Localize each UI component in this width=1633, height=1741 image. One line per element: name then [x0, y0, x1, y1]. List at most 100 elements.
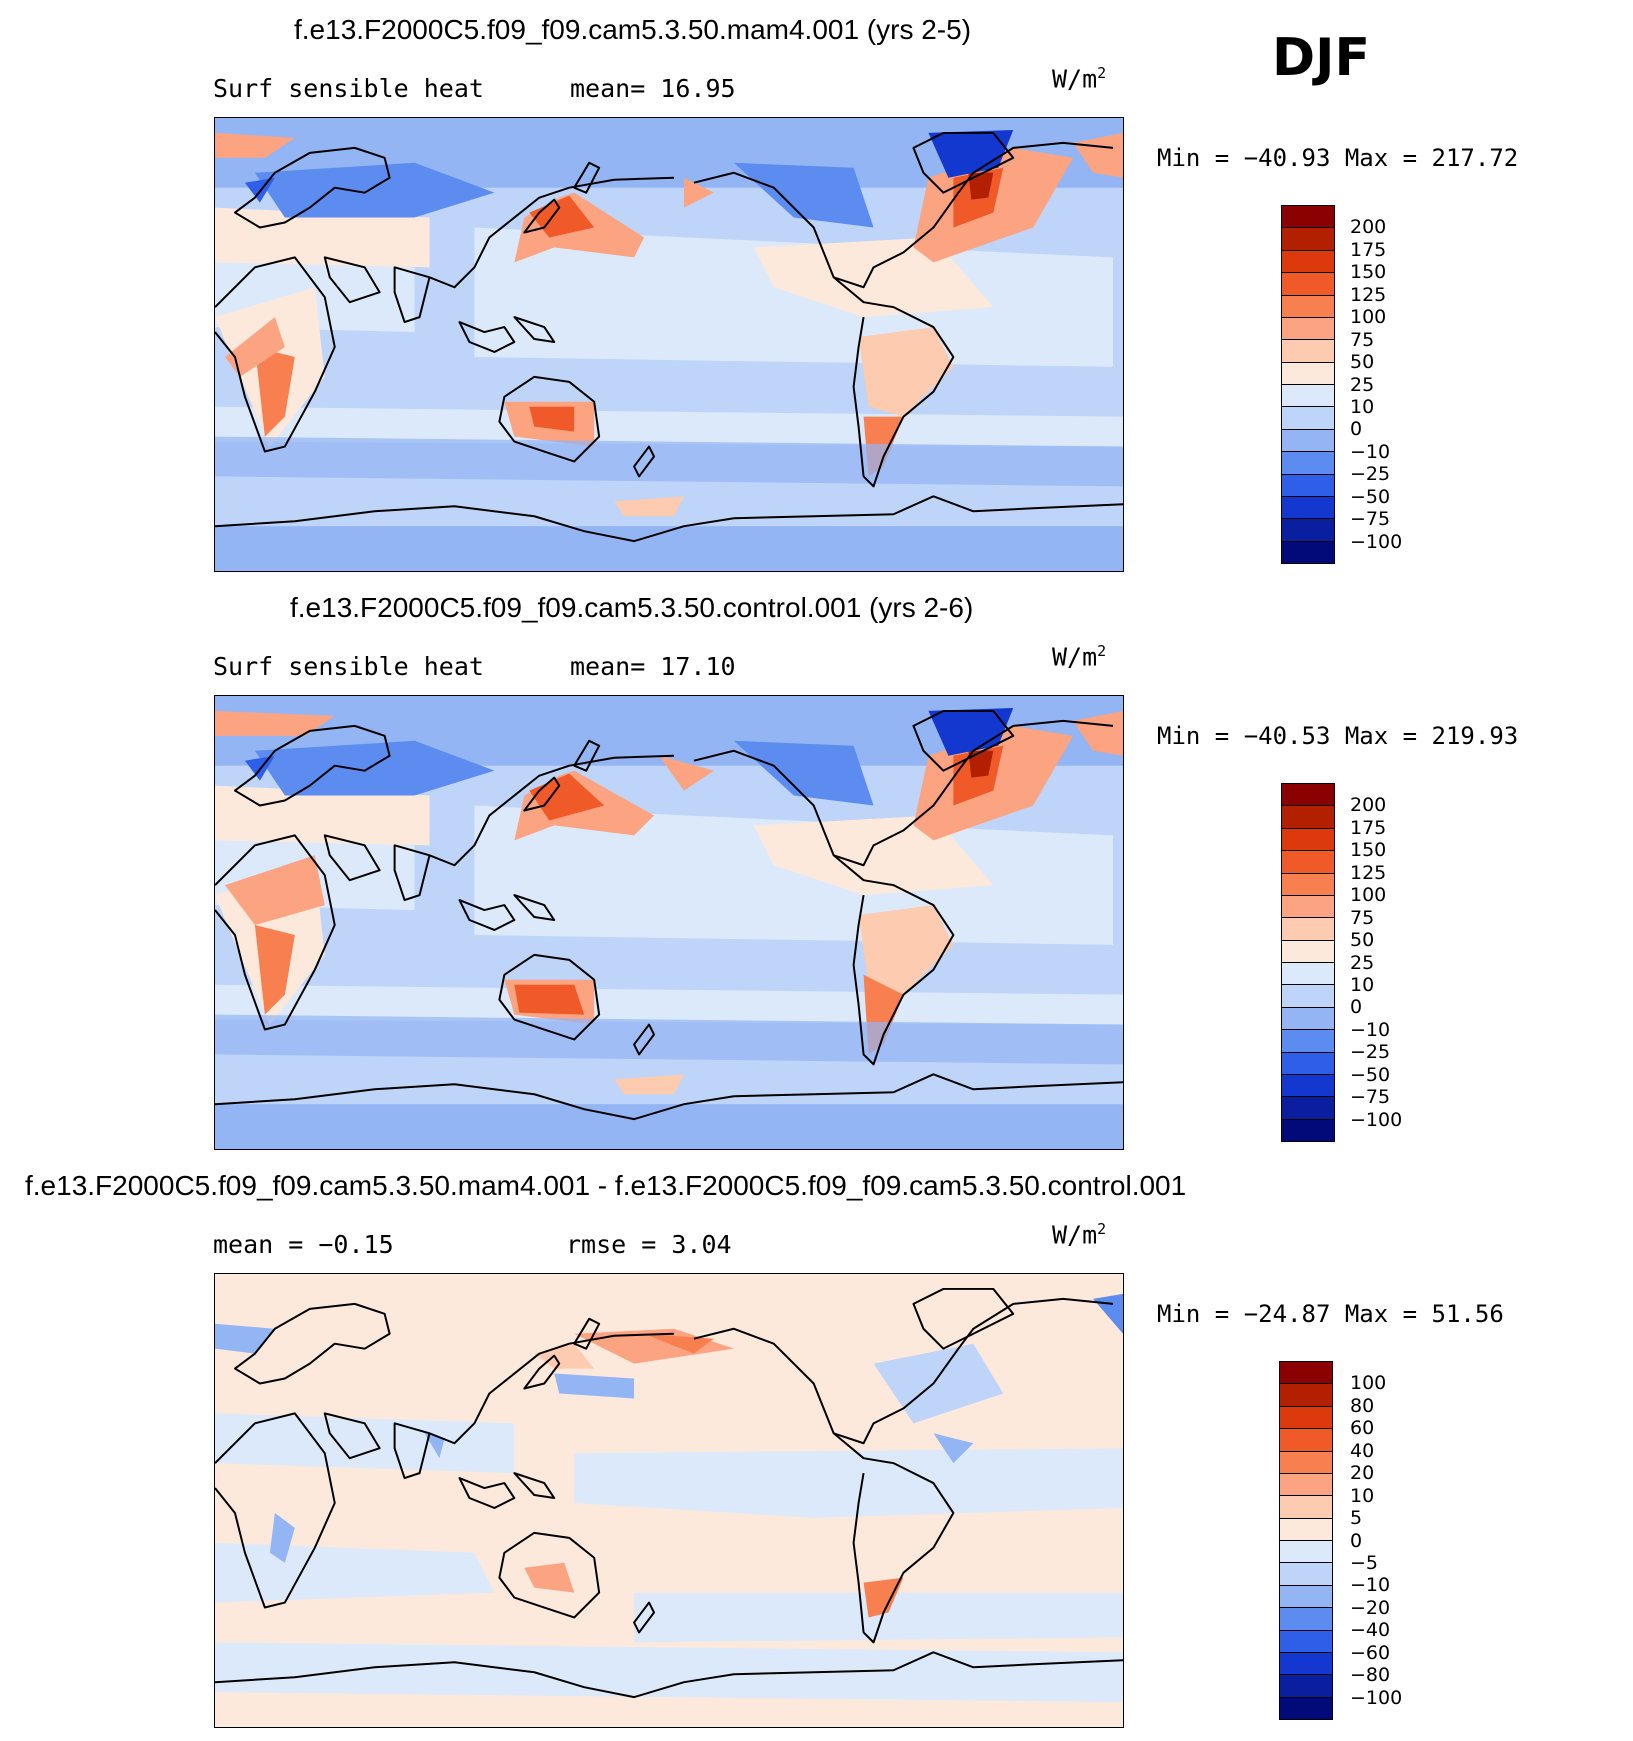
- colorbar-tick-label: −75: [1350, 1086, 1391, 1109]
- colorbar-box: [1280, 1675, 1332, 1698]
- colorbar-box: [1282, 1119, 1334, 1141]
- colorbar-tick-label: −20: [1350, 1596, 1391, 1619]
- colorbar-box: [1282, 1074, 1334, 1098]
- colorbar-box: [1282, 452, 1334, 475]
- colorbar-box: [1280, 1451, 1332, 1474]
- panel3-min-max: Min = −24.87 Max = 51.56: [1157, 1300, 1504, 1328]
- colorbar-tick-label: −25: [1350, 463, 1391, 486]
- colorbar-box: [1280, 1630, 1332, 1653]
- colorbar-tick-label: 10: [1350, 395, 1375, 418]
- colorbar-box: [1282, 851, 1334, 874]
- colorbar-tick-label: −40: [1350, 1619, 1391, 1642]
- colorbar-tick-label: −5: [1350, 1551, 1379, 1574]
- colorbar-box: [1282, 828, 1334, 852]
- colorbar-tick-label: 10: [1350, 973, 1375, 996]
- panel2-colorbar-labels: 200 175 150 125 100 75 50 25 10 0 −10 −25 −50 −75 −100: [1350, 783, 1430, 1142]
- colorbar-box: [1282, 918, 1334, 941]
- colorbar-tick-label: −100: [1350, 1108, 1403, 1131]
- colorbar-tick-label: 100: [1350, 884, 1387, 907]
- colorbar-box: [1282, 250, 1334, 274]
- colorbar-tick-label: 125: [1350, 283, 1387, 306]
- colorbar-tick-label: 20: [1350, 1462, 1375, 1485]
- colorbar-tick-label: 175: [1350, 816, 1387, 839]
- panel1-map: [214, 117, 1124, 572]
- colorbar-box: [1280, 1697, 1332, 1719]
- colorbar-box: [1282, 519, 1334, 542]
- colorbar-tick-label: −50: [1350, 485, 1391, 508]
- colorbar-box: [1282, 541, 1334, 563]
- colorbar-tick-label: 200: [1350, 216, 1387, 239]
- colorbar-box: [1280, 1608, 1332, 1631]
- panel1-colorbar-labels: 200 175 150 125 100 75 50 25 10 0 −10 −25 −50 −75 −100: [1350, 205, 1430, 564]
- panel2-units: W/m2: [1052, 642, 1107, 672]
- colorbar-tick-label: −100: [1350, 530, 1403, 553]
- colorbar-box: [1282, 895, 1334, 919]
- colorbar-box: [1282, 496, 1334, 520]
- colorbar-tick-label: 50: [1350, 351, 1375, 374]
- colorbar-box: [1282, 784, 1334, 807]
- colorbar-tick-label: 25: [1350, 373, 1375, 396]
- colorbar-box: [1282, 474, 1334, 497]
- colorbar-tick-label: −10: [1350, 1018, 1391, 1041]
- colorbar-box: [1282, 228, 1334, 251]
- colorbar-box: [1282, 873, 1334, 896]
- colorbar-box: [1280, 1362, 1332, 1385]
- colorbar-box: [1282, 340, 1334, 363]
- panel3-map: [214, 1273, 1124, 1728]
- colorbar-box: [1280, 1429, 1332, 1452]
- colorbar-tick-label: −10: [1350, 440, 1391, 463]
- colorbar-box: [1282, 985, 1334, 1008]
- colorbar-box: [1280, 1406, 1332, 1430]
- panel2-mean-label: mean= 17.10: [570, 652, 736, 681]
- colorbar-box: [1282, 206, 1334, 229]
- colorbar-tick-label: −100: [1350, 1686, 1403, 1709]
- colorbar-box: [1282, 963, 1334, 986]
- panel1-units: W/m2: [1052, 64, 1107, 94]
- colorbar-tick-label: 0: [1350, 996, 1363, 1019]
- colorbar-tick-label: 10: [1350, 1484, 1375, 1507]
- panel2-colorbar: [1281, 783, 1335, 1142]
- colorbar-box: [1282, 806, 1334, 829]
- colorbar-tick-label: 40: [1350, 1439, 1375, 1462]
- colorbar-tick-label: 5: [1350, 1507, 1363, 1530]
- panel3-colorbar: [1279, 1361, 1333, 1720]
- colorbar-box: [1280, 1585, 1332, 1609]
- panel1-title: f.e13.F2000C5.f09_f09.cam5.3.50.mam4.001…: [294, 14, 972, 45]
- colorbar-box: [1282, 1007, 1334, 1031]
- colorbar-box: [1282, 362, 1334, 385]
- colorbar-box: [1280, 1652, 1332, 1676]
- colorbar-box: [1280, 1563, 1332, 1586]
- colorbar-box: [1282, 295, 1334, 318]
- colorbar-tick-label: 80: [1350, 1394, 1375, 1417]
- panel1-mean-label: mean= 16.95: [570, 74, 736, 103]
- panel3-title: f.e13.F2000C5.f09_f09.cam5.3.50.mam4.001…: [25, 1170, 1187, 1201]
- colorbar-box: [1282, 940, 1334, 963]
- colorbar-box: [1280, 1541, 1332, 1564]
- colorbar-box: [1282, 1097, 1334, 1120]
- colorbar-tick-label: 150: [1350, 839, 1387, 862]
- colorbar-box: [1282, 317, 1334, 341]
- colorbar-box: [1282, 385, 1334, 408]
- colorbar-box: [1282, 1052, 1334, 1075]
- colorbar-box: [1282, 1030, 1334, 1053]
- panel3-colorbar-labels: 100 80 60 40 20 10 5 0 −5 −10 −20 −40 −60 −80 −100: [1350, 1361, 1430, 1720]
- colorbar-tick-label: −25: [1350, 1041, 1391, 1064]
- panel1-colorbar: [1281, 205, 1335, 564]
- colorbar-box: [1282, 407, 1334, 430]
- colorbar-tick-label: 150: [1350, 261, 1387, 284]
- colorbar-tick-label: −60: [1350, 1641, 1391, 1664]
- colorbar-tick-label: 0: [1350, 418, 1363, 441]
- colorbar-tick-label: 60: [1350, 1417, 1375, 1440]
- colorbar-tick-label: 25: [1350, 951, 1375, 974]
- colorbar-tick-label: 75: [1350, 906, 1375, 929]
- colorbar-box: [1280, 1496, 1332, 1519]
- colorbar-tick-label: 175: [1350, 238, 1387, 261]
- panel2-title: f.e13.F2000C5.f09_f09.cam5.3.50.control.…: [290, 592, 974, 623]
- colorbar-box: [1280, 1473, 1332, 1497]
- colorbar-tick-label: 75: [1350, 328, 1375, 351]
- colorbar-tick-label: 50: [1350, 929, 1375, 952]
- colorbar-tick-label: −75: [1350, 508, 1391, 531]
- colorbar-tick-label: 125: [1350, 861, 1387, 884]
- colorbar-box: [1282, 273, 1334, 296]
- colorbar-tick-label: 0: [1350, 1529, 1363, 1552]
